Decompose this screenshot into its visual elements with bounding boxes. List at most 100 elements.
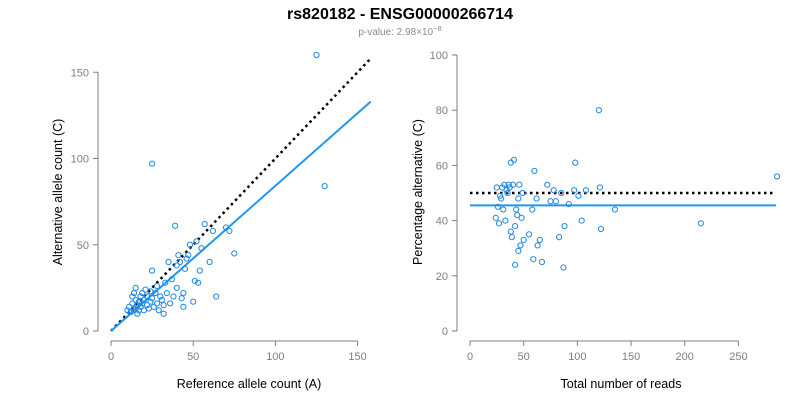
data-point [510, 156, 518, 163]
allele-count-scatter-panel: Reference allele count (A) Alternative a… [51, 51, 372, 391]
data-point [209, 227, 217, 235]
x-tick-label: 150 [622, 351, 640, 363]
data-point [176, 258, 184, 266]
data-point [190, 298, 197, 305]
data-point [496, 192, 504, 199]
data-point [516, 181, 523, 188]
data-point [124, 307, 131, 314]
data-point [206, 258, 213, 266]
y-tick-label: 150 [71, 67, 89, 79]
data-point [495, 220, 503, 227]
data-point [538, 258, 546, 266]
data-point [139, 289, 146, 297]
data-point [148, 160, 156, 167]
data-point [231, 250, 238, 257]
data-point [493, 184, 500, 191]
data-point [167, 300, 174, 307]
data-point [571, 187, 578, 194]
data-point [578, 217, 585, 224]
data-point [132, 284, 139, 291]
data-point [137, 293, 144, 300]
data-point [195, 279, 202, 286]
data-point [180, 303, 187, 310]
data-point [560, 264, 567, 271]
x-tick-label: 50 [518, 351, 530, 363]
data-point [162, 279, 169, 286]
data-point [517, 242, 524, 249]
data-point [507, 228, 514, 235]
y-tick-label: 50 [77, 240, 89, 252]
data-point [501, 181, 508, 188]
data-point [152, 289, 159, 297]
data-point [165, 258, 172, 266]
data-point [213, 293, 220, 300]
data-point [157, 293, 164, 300]
y-axis-title: Alternative allele count (C) [51, 119, 65, 266]
data-point [160, 310, 167, 317]
data-point [175, 252, 182, 259]
data-point [556, 234, 563, 241]
data-point [552, 198, 559, 205]
x-tick-label: 150 [348, 351, 366, 363]
data-point [201, 220, 208, 228]
data-point [191, 277, 198, 285]
data-point [160, 302, 167, 309]
data-point [511, 223, 519, 230]
data-point [140, 307, 147, 314]
data-point [611, 206, 619, 213]
data-point [180, 289, 187, 297]
y-tick-label: 40 [436, 216, 448, 228]
x-axis-title: Reference allele count (A) [177, 377, 322, 391]
data-point [498, 195, 505, 202]
data-point [500, 206, 507, 213]
data-point [509, 181, 517, 188]
data-point [193, 238, 200, 245]
y-tick-label: 100 [71, 154, 89, 166]
y-tick-label: 0 [83, 326, 89, 338]
data-point [321, 183, 328, 190]
x-tick-label: 100 [266, 351, 284, 363]
data-point [172, 222, 179, 229]
data-point [518, 214, 525, 221]
data-point [185, 252, 192, 259]
x-tick-label: 0 [467, 351, 473, 363]
data-point [144, 302, 151, 309]
data-point [513, 206, 520, 213]
data-point [504, 189, 511, 197]
fit-line [110, 100, 372, 332]
data-point [226, 227, 233, 235]
data-point [773, 173, 781, 180]
data-point [181, 265, 189, 272]
x-tick-label: 0 [108, 351, 114, 363]
data-point [514, 211, 521, 219]
data-point [536, 236, 543, 244]
data-point [150, 303, 157, 310]
y-tick-label: 100 [430, 50, 448, 62]
x-tick-label: 50 [187, 351, 199, 363]
data-point [515, 195, 522, 202]
data-point [565, 200, 572, 208]
data-point [582, 187, 590, 194]
data-point [183, 255, 190, 262]
data-point [525, 231, 533, 238]
data-point [533, 195, 540, 202]
data-point [186, 241, 193, 248]
data-point [140, 296, 147, 304]
data-point [596, 184, 604, 191]
data-point [529, 206, 536, 213]
data-point [595, 107, 602, 114]
data-point [511, 261, 519, 268]
data-point [561, 223, 568, 230]
data-point [222, 224, 230, 231]
y-tick-label: 80 [436, 105, 448, 117]
data-point [558, 189, 565, 197]
data-point [515, 247, 522, 255]
data-point [153, 300, 161, 307]
data-point [178, 295, 185, 302]
data-point [148, 295, 156, 302]
data-point [129, 293, 136, 300]
data-point [142, 286, 149, 293]
y-tick-label: 0 [442, 326, 448, 338]
data-point [155, 307, 162, 314]
